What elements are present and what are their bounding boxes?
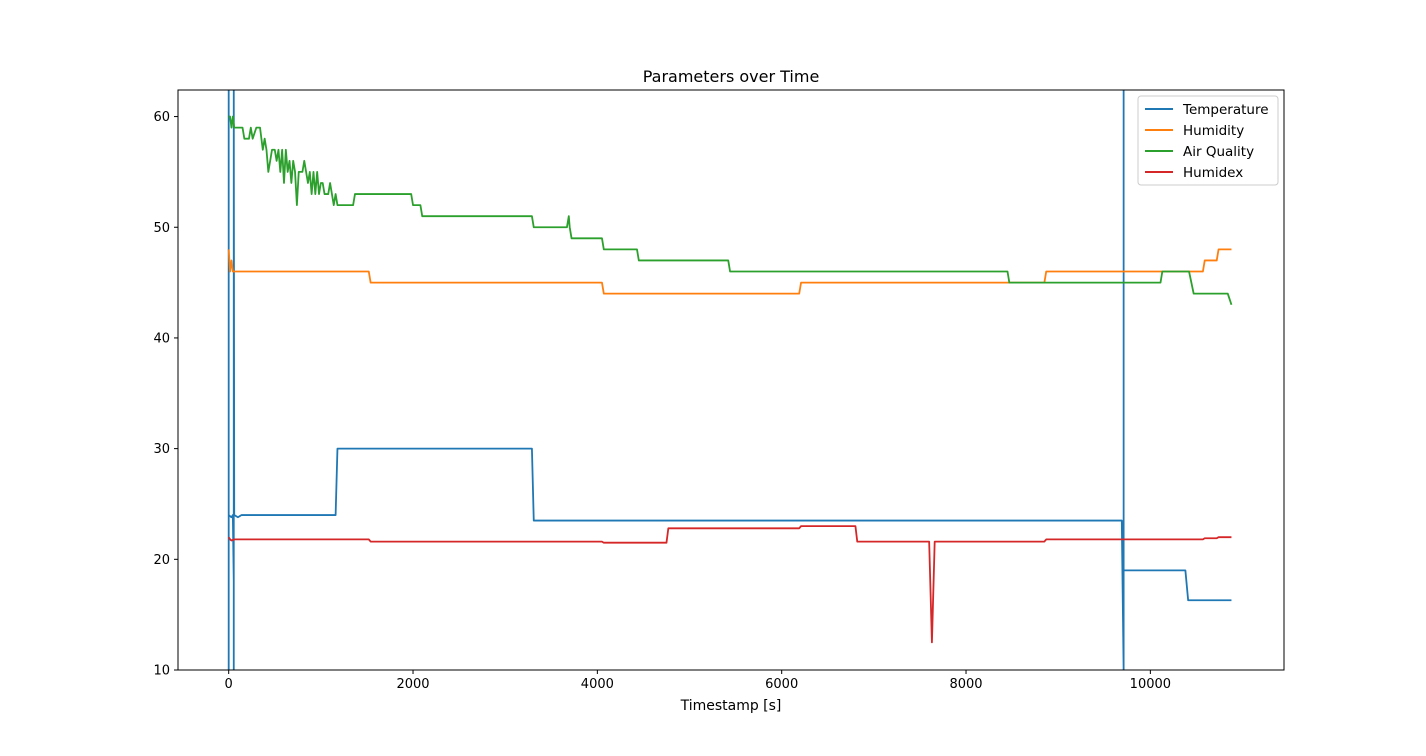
y-tick-label: 40 [153, 331, 170, 346]
x-tick-label: 2000 [396, 677, 429, 692]
legend-label-humidex: Humidex [1183, 165, 1243, 181]
series-layer [227, 90, 1233, 670]
x-tick-label: 0 [225, 677, 233, 692]
legend-label-humidity: Humidity [1183, 123, 1244, 139]
legend-box [1137, 95, 1279, 186]
y-tick-label: 50 [153, 221, 170, 236]
chart-title: Parameters over Time [643, 67, 820, 86]
plot-frame [177, 89, 1285, 671]
x-tick-label: 6000 [765, 677, 798, 692]
y-tick-label: 10 [153, 664, 170, 679]
legend-label-temperature: Temperature [1182, 102, 1269, 118]
x-tick-label: 8000 [949, 677, 982, 692]
series-line-air-quality [228, 115, 1233, 306]
y-tick-label: 30 [153, 442, 170, 457]
y-tick-label: 20 [153, 553, 170, 568]
x-tick-label: 4000 [581, 677, 614, 692]
y-axis: 10 20 30 40 50 60 [153, 110, 178, 679]
x-axis-label: Timestamp [s] [680, 698, 782, 714]
legend: Temperature Humidity Air Quality Humidex [1137, 95, 1279, 186]
series-line-humidex [227, 525, 1232, 644]
x-axis: 0 2000 4000 6000 8000 10000 [225, 670, 1171, 692]
legend-label-air-quality: Air Quality [1183, 144, 1254, 160]
series-line-humidity [227, 248, 1232, 295]
y-tick-label: 60 [153, 110, 170, 125]
x-tick-label: 10000 [1130, 677, 1171, 692]
series-line-temperature [227, 90, 1232, 670]
